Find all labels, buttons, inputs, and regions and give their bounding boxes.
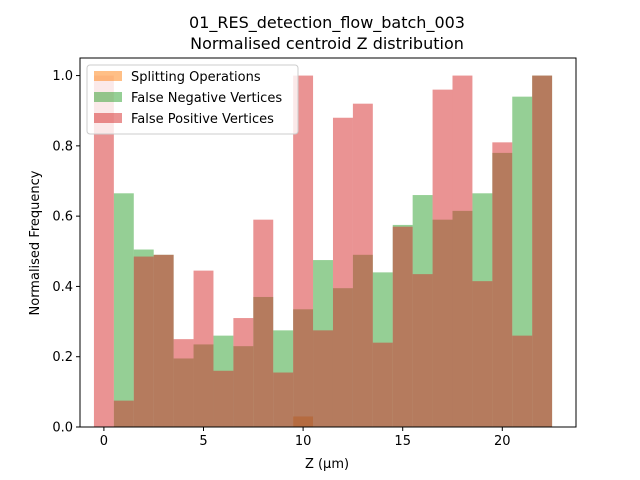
series-2-bar [532,75,553,428]
legend-swatch [94,71,122,81]
series-2-bar [153,254,174,427]
legend: Splitting Operations False Negative Verti… [86,64,299,135]
series-2-bar [392,226,413,427]
y-tick-label: 0.8 [52,139,73,154]
y-tick-label: 0.4 [52,280,73,295]
series-2-bar [173,339,194,427]
legend-box [86,64,299,135]
chart-title: 01_RES_detection_flow_batch_003 [189,13,465,33]
series-2-bar [113,400,134,427]
y-tick-label: 0.6 [52,210,73,225]
series-2-bar [352,103,373,427]
series-2-bar [93,75,114,428]
series-2-bar [412,274,433,427]
series-2-bar [313,330,333,427]
series-2-bars [93,75,553,428]
axes-frame [79,57,577,428]
x-tick-label: 0 [100,434,108,449]
y-axis-label: Normalised Frequency [28,170,43,315]
series-2-bar [233,318,254,427]
series-2-bar [372,342,393,427]
legend-label: False Positive Vertices [131,112,274,127]
series-2-bar [193,270,214,427]
series-2-bar [472,281,493,427]
legend-swatch [94,92,122,102]
x-tick-label: 15 [394,434,411,449]
x-tick-label: 5 [199,434,207,449]
x-axis-label: Z (µm) [305,457,349,472]
series-2-bar [273,372,294,427]
y-tick-label: 1.0 [52,69,73,84]
series-2-bar [512,335,533,427]
series-2-bar [293,75,314,428]
legend-label: Splitting Operations [131,70,261,85]
y-tick-label: 0.0 [52,421,73,436]
chart-subtitle: Normalised centroid Z distribution [190,34,464,53]
x-tick-label: 10 [295,434,312,449]
y-tick-label: 0.2 [52,350,73,365]
series-2-bar [432,89,453,427]
series-2-bar [492,142,513,428]
series-2-bar [452,75,473,428]
series-2-bar [213,370,234,427]
x-tick-label: 20 [494,434,511,449]
plot-area: 0 5 10 15 20 0.0 0.2 0.4 0.6 0.8 1.0 [52,57,577,449]
series-2-bar [253,219,274,427]
series-2-bar [332,117,353,427]
series-1-bar [113,193,134,427]
legend-label: False Negative Vertices [131,91,282,106]
legend-swatch [94,113,122,123]
series-2-bar [133,256,154,427]
